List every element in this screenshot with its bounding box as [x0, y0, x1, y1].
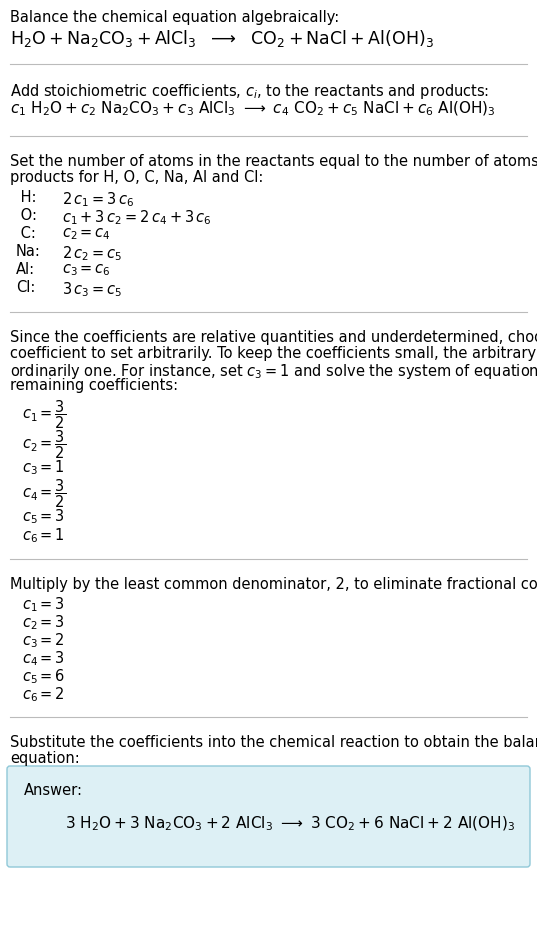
- Text: Balance the chemical equation algebraically:: Balance the chemical equation algebraica…: [10, 10, 339, 25]
- Text: Since the coefficients are relative quantities and underdetermined, choose a: Since the coefficients are relative quan…: [10, 330, 537, 345]
- Text: $c_2 = \dfrac{3}{2}$: $c_2 = \dfrac{3}{2}$: [22, 428, 66, 461]
- Text: $c_1 = \dfrac{3}{2}$: $c_1 = \dfrac{3}{2}$: [22, 398, 66, 430]
- Text: Na:: Na:: [16, 244, 41, 259]
- Text: $3\,c_3 = c_5$: $3\,c_3 = c_5$: [62, 280, 122, 298]
- Text: $c_1 + 3\,c_2 = 2\,c_4 + 3\,c_6$: $c_1 + 3\,c_2 = 2\,c_4 + 3\,c_6$: [62, 208, 212, 227]
- Text: C:: C:: [16, 226, 36, 241]
- Text: products for H, O, C, Na, Al and Cl:: products for H, O, C, Na, Al and Cl:: [10, 170, 263, 185]
- Text: $c_6 = 2$: $c_6 = 2$: [22, 685, 65, 704]
- Text: $c_5 = 6$: $c_5 = 6$: [22, 667, 66, 686]
- Text: O:: O:: [16, 208, 37, 223]
- Text: $2\,c_2 = c_5$: $2\,c_2 = c_5$: [62, 244, 122, 263]
- Text: $\mathregular{H_2O + Na_2CO_3 + AlCl_3 \ \ \longrightarrow \ \ CO_2 + NaCl + Al(: $\mathregular{H_2O + Na_2CO_3 + AlCl_3 \…: [10, 28, 434, 49]
- Text: H:: H:: [16, 190, 37, 205]
- Text: equation:: equation:: [10, 751, 80, 766]
- Text: Cl:: Cl:: [16, 280, 35, 295]
- Text: Substitute the coefficients into the chemical reaction to obtain the balanced: Substitute the coefficients into the che…: [10, 735, 537, 750]
- Text: remaining coefficients:: remaining coefficients:: [10, 378, 178, 393]
- Text: $3\ \mathregular{H_2O} + 3\ \mathregular{Na_2CO_3} + 2\ \mathregular{AlCl_3}$$ \: $3\ \mathregular{H_2O} + 3\ \mathregular…: [65, 815, 516, 833]
- Text: Add stoichiometric coefficients, $c_i$, to the reactants and products:: Add stoichiometric coefficients, $c_i$, …: [10, 82, 489, 101]
- Text: $c_3 = 2$: $c_3 = 2$: [22, 631, 65, 650]
- Text: Al:: Al:: [16, 262, 35, 277]
- Text: $c_6 = 1$: $c_6 = 1$: [22, 526, 65, 544]
- Text: coefficient to set arbitrarily. To keep the coefficients small, the arbitrary va: coefficient to set arbitrarily. To keep …: [10, 346, 537, 361]
- Text: $c_4 = 3$: $c_4 = 3$: [22, 649, 65, 668]
- Text: ordinarily one. For instance, set $c_3 = 1$ and solve the system of equations fo: ordinarily one. For instance, set $c_3 =…: [10, 362, 537, 381]
- Text: $c_5 = 3$: $c_5 = 3$: [22, 507, 65, 525]
- Text: $c_3 = 1$: $c_3 = 1$: [22, 458, 65, 477]
- Text: $c_1\ \mathregular{H_2O} + c_2\ \mathregular{Na_2CO_3} + c_3\ \mathregular{AlCl_: $c_1\ \mathregular{H_2O} + c_2\ \mathreg…: [10, 100, 496, 119]
- Text: Answer:: Answer:: [24, 783, 83, 798]
- Text: $c_3 = c_6$: $c_3 = c_6$: [62, 262, 111, 277]
- Text: $2\,c_1 = 3\,c_6$: $2\,c_1 = 3\,c_6$: [62, 190, 134, 209]
- Text: $c_2 = 3$: $c_2 = 3$: [22, 613, 65, 632]
- Text: $c_1 = 3$: $c_1 = 3$: [22, 595, 65, 614]
- Text: $c_4 = \dfrac{3}{2}$: $c_4 = \dfrac{3}{2}$: [22, 477, 66, 509]
- FancyBboxPatch shape: [7, 766, 530, 867]
- Text: $c_2 = c_4$: $c_2 = c_4$: [62, 226, 111, 241]
- Text: Multiply by the least common denominator, 2, to eliminate fractional coefficient: Multiply by the least common denominator…: [10, 577, 537, 592]
- Text: Set the number of atoms in the reactants equal to the number of atoms in the: Set the number of atoms in the reactants…: [10, 154, 537, 169]
